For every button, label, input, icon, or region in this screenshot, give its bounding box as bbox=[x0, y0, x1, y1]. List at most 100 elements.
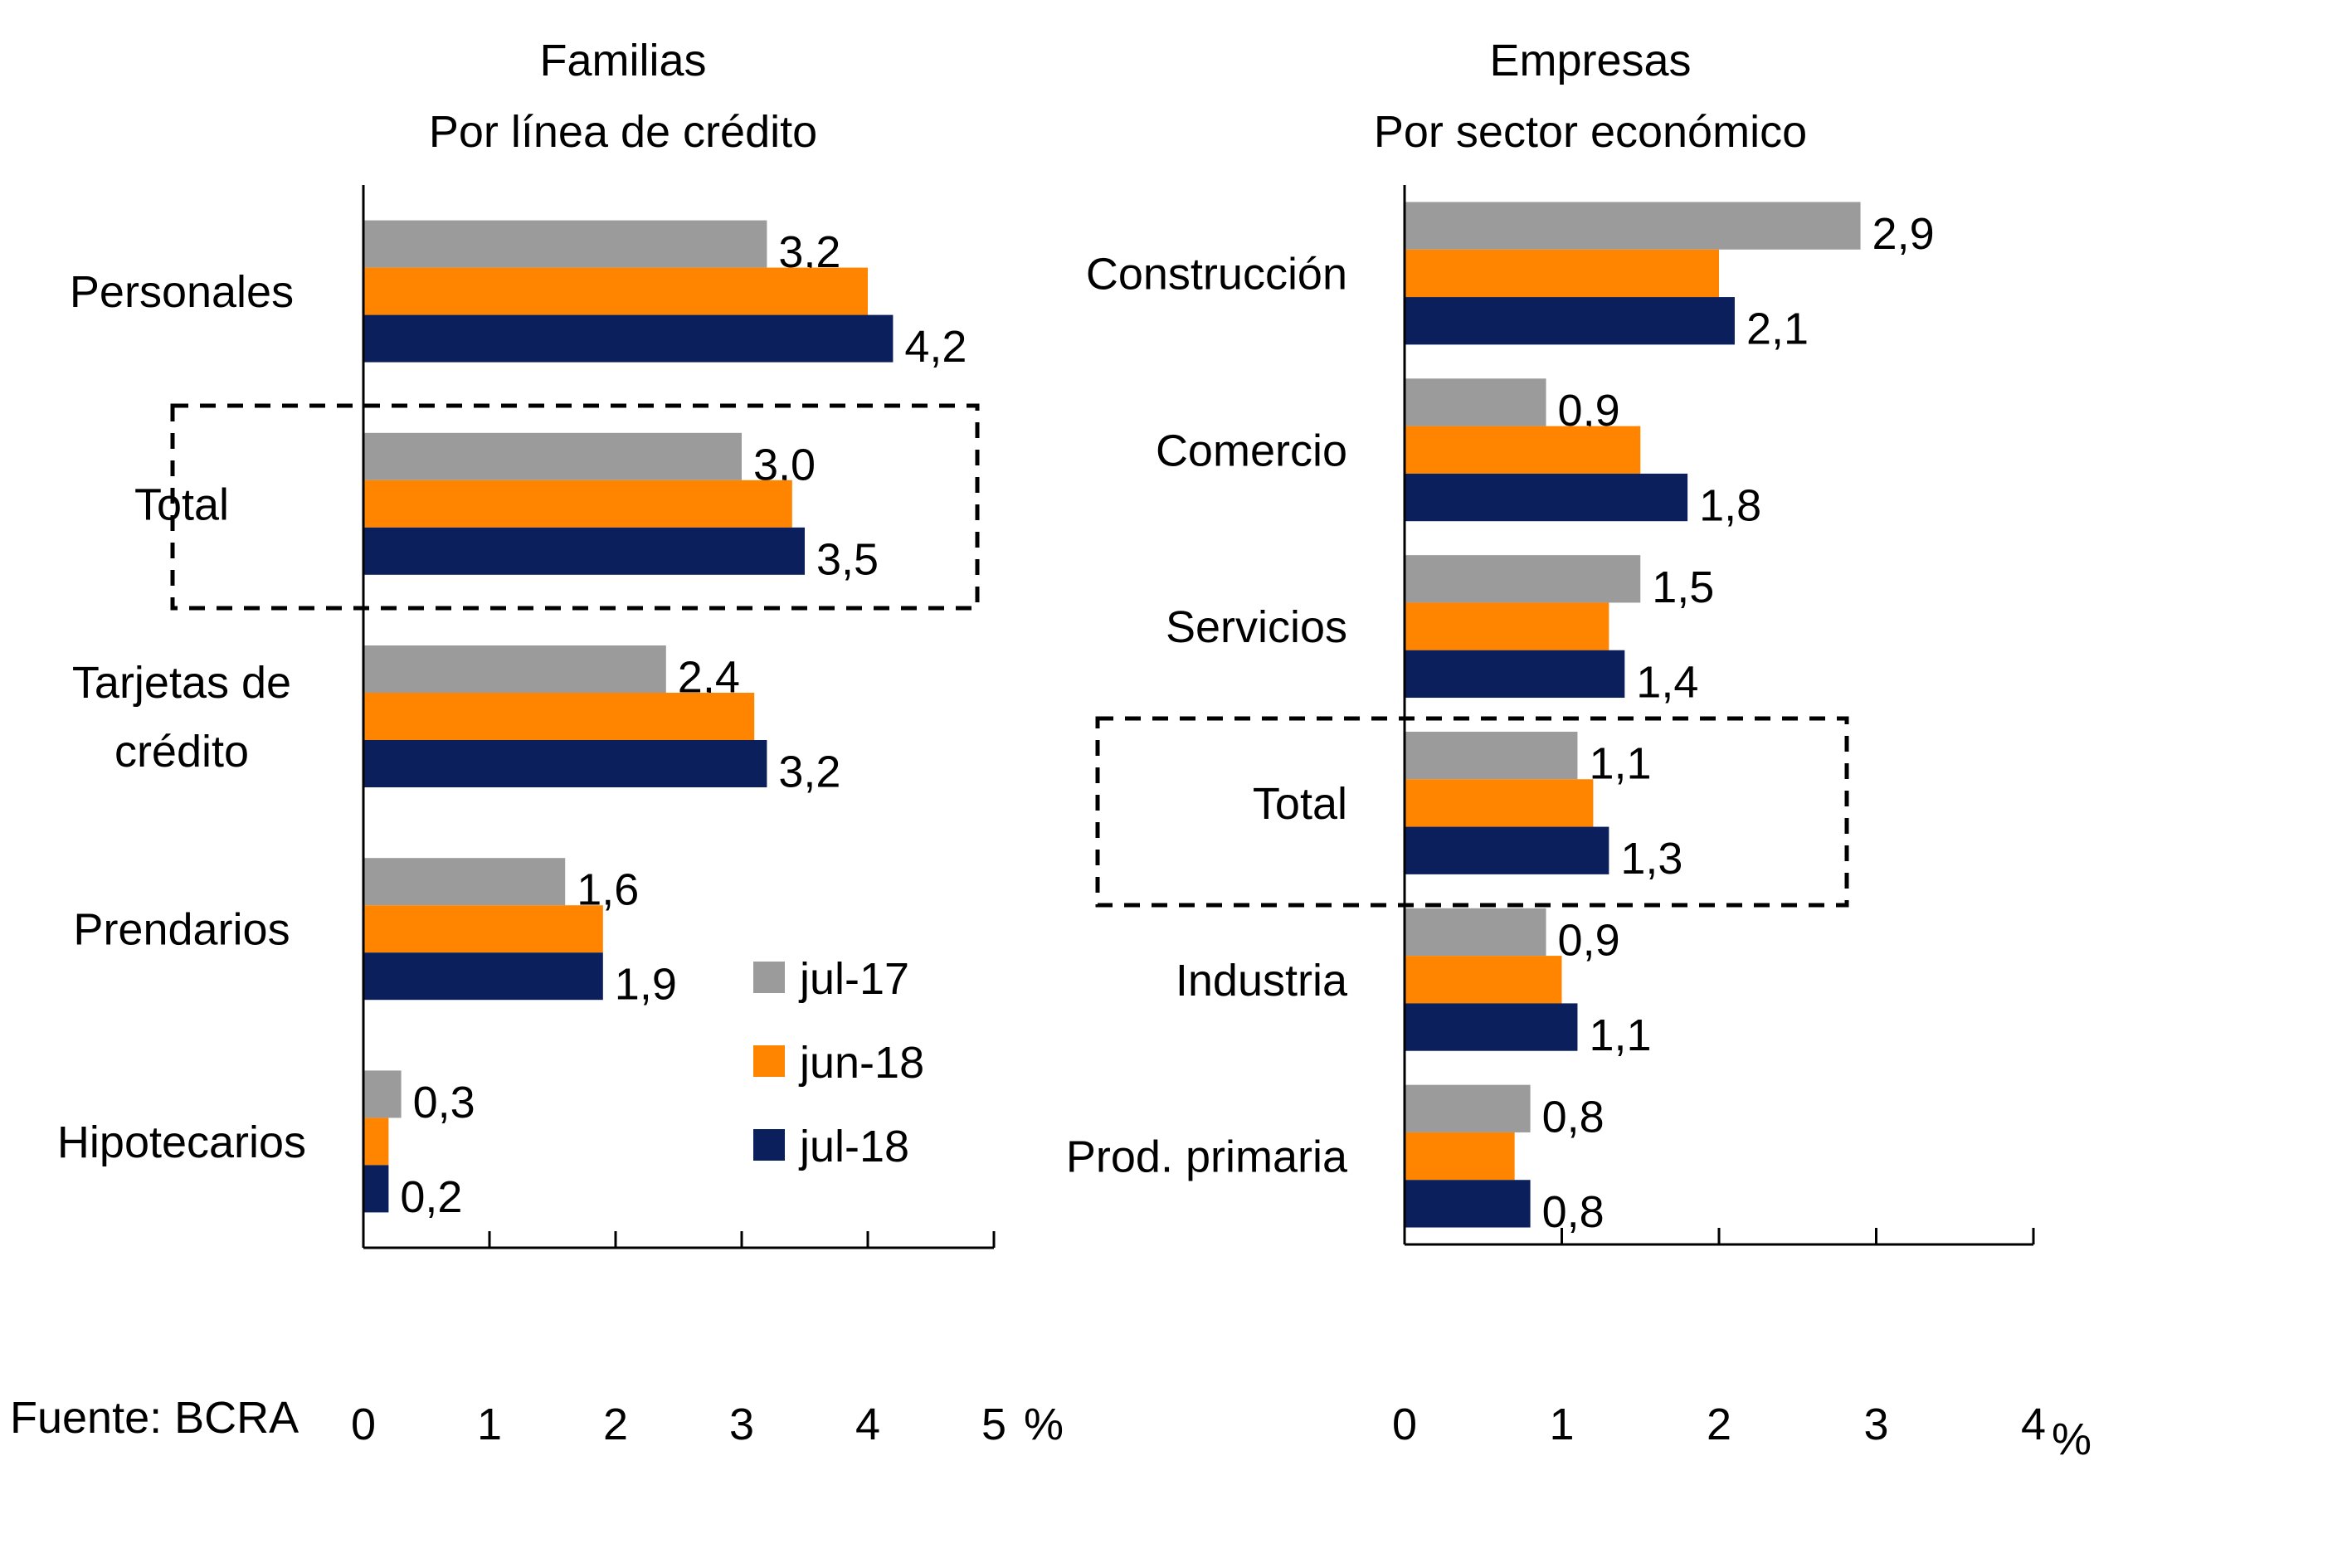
right-x-tick-label: 3 bbox=[1863, 1400, 1888, 1449]
legend-label-jun-18: jun-18 bbox=[798, 1038, 924, 1088]
category-label-line: Total bbox=[1253, 779, 1347, 829]
right-x-tick-label: 1 bbox=[1549, 1400, 1574, 1449]
left-bar-prendarios-jul-17 bbox=[363, 858, 566, 906]
right-value-label-prod-primaria-jul-18: 0,8 bbox=[1542, 1187, 1605, 1237]
category-label-line: Tarjetas de bbox=[72, 658, 291, 708]
legend-swatch-jul-17 bbox=[753, 962, 785, 993]
left-bar-personales-jun-18 bbox=[363, 267, 868, 315]
right-category-label-industria: Industria bbox=[1176, 956, 1348, 1006]
legend-swatch-jul-18 bbox=[753, 1129, 785, 1161]
right-bar-prod-primaria-jun-18 bbox=[1405, 1132, 1515, 1181]
left-value-label-prendarios-jul-18: 1,9 bbox=[615, 960, 677, 1010]
legend-label-jul-18: jul-18 bbox=[798, 1122, 909, 1171]
right-bar-construccion-jul-18 bbox=[1405, 297, 1735, 345]
legend: jul-17 jun-18 jul-18 bbox=[753, 954, 924, 1171]
right-bar-total-jul-18 bbox=[1405, 826, 1609, 874]
category-label-line: Prendarios bbox=[73, 905, 290, 955]
right-bar-total-jul-17 bbox=[1405, 731, 1578, 780]
left-bar-total-jun-18 bbox=[363, 480, 792, 528]
right-bar-comercio-jul-17 bbox=[1405, 378, 1546, 426]
right-x-unit-label: % bbox=[2052, 1415, 2091, 1464]
right-category-label-comercio: Comercio bbox=[1156, 426, 1347, 475]
right-value-label-construccion-jul-18: 2,1 bbox=[1746, 304, 1809, 354]
right-category-label-prod-primaria: Prod. primaria bbox=[1066, 1132, 1348, 1182]
right-bar-servicios-jun-18 bbox=[1405, 602, 1609, 650]
left-category-label-total: Total bbox=[134, 480, 229, 529]
category-label-line: Hipotecarios bbox=[57, 1118, 306, 1167]
right-chart-subtitle: Por sector económico bbox=[1374, 107, 1807, 157]
right-chart-title: Empresas bbox=[1489, 36, 1691, 85]
right-value-label-servicios-jul-17: 1,5 bbox=[1652, 562, 1714, 612]
source-note: Fuente: BCRA bbox=[10, 1393, 299, 1443]
category-label-line: Prod. primaria bbox=[1066, 1132, 1348, 1182]
left-bar-prendarios-jul-18 bbox=[363, 952, 603, 1001]
left-highlight-box bbox=[170, 403, 980, 611]
right-bar-industria-jun-18 bbox=[1405, 956, 1562, 1004]
left-category-label-prendarios: Prendarios bbox=[73, 905, 290, 955]
left-bar-hipotecarios-jul-17 bbox=[363, 1070, 402, 1118]
right-x-tick-label: 2 bbox=[1707, 1400, 1731, 1449]
legend-label-jul-17: jul-17 bbox=[798, 954, 909, 1004]
right-bar-servicios-jul-18 bbox=[1405, 650, 1625, 699]
left-bar-personales-jul-17 bbox=[363, 220, 767, 268]
right-x-tick-label: 4 bbox=[2021, 1400, 2046, 1449]
left-x-tick-label: 0 bbox=[351, 1400, 376, 1449]
right-value-label-total-jul-17: 1,1 bbox=[1589, 739, 1651, 789]
category-label-line: Personales bbox=[70, 267, 294, 317]
right-x-tick-label: 0 bbox=[1392, 1400, 1417, 1449]
left-bar-personales-jul-18 bbox=[363, 314, 894, 363]
category-label-line: Comercio bbox=[1156, 426, 1347, 475]
left-x-tick-label: 3 bbox=[729, 1400, 754, 1449]
right-value-label-industria-jul-17: 0,9 bbox=[1558, 915, 1620, 965]
right-bar-industria-jul-18 bbox=[1405, 1003, 1578, 1051]
left-x-tick-label: 4 bbox=[855, 1400, 880, 1449]
legend-swatch-jun-18 bbox=[753, 1045, 785, 1077]
right-bar-comercio-jul-18 bbox=[1405, 473, 1688, 522]
left-bar-tarjetas-de-credito-jun-18 bbox=[363, 693, 755, 740]
left-chart-title: Familias bbox=[539, 36, 706, 85]
right-value-label-construccion-jul-17: 2,9 bbox=[1872, 209, 1935, 259]
right-value-label-total-jul-18: 1,3 bbox=[1620, 834, 1682, 884]
right-bar-servicios-jul-17 bbox=[1405, 555, 1641, 603]
left-category-label-personales: Personales bbox=[70, 267, 294, 317]
right-bar-total-jun-18 bbox=[1405, 779, 1594, 827]
left-bar-hipotecarios-jul-18 bbox=[363, 1165, 389, 1213]
category-label-line: crédito bbox=[114, 727, 249, 777]
left-category-label-hipotecarios: Hipotecarios bbox=[57, 1118, 306, 1167]
right-bar-comercio-jun-18 bbox=[1405, 426, 1641, 474]
left-bar-total-jul-17 bbox=[363, 432, 742, 480]
right-bar-industria-jul-17 bbox=[1405, 908, 1546, 957]
category-label-line: Industria bbox=[1176, 956, 1348, 1006]
left-x-tick-label: 5 bbox=[981, 1400, 1006, 1449]
category-label-line: Servicios bbox=[1166, 602, 1347, 652]
left-x-tick-label: 1 bbox=[477, 1400, 502, 1449]
left-category-label-tarjetas-de-credito: Tarjetas de crédito bbox=[72, 658, 291, 777]
left-bar-prendarios-jun-18 bbox=[363, 905, 603, 953]
left-bar-tarjetas-de-credito-jul-17 bbox=[363, 645, 666, 693]
left-value-label-tarjetas-de-credito-jul-18: 3,2 bbox=[778, 747, 840, 797]
left-chart: Familias Por línea de crédito Personales… bbox=[57, 36, 1064, 1449]
category-label-line: Construcción bbox=[1086, 249, 1347, 299]
left-value-label-personales-jul-18: 4,2 bbox=[904, 322, 967, 372]
left-value-label-hipotecarios-jul-17: 0,3 bbox=[413, 1078, 475, 1127]
category-label-line: Total bbox=[134, 480, 229, 529]
right-bar-construccion-jul-17 bbox=[1405, 202, 1861, 250]
right-value-label-servicios-jul-18: 1,4 bbox=[1636, 657, 1698, 707]
right-plot-area: Construcción 2,9 2,1 Comercio 0,9 1,8 Servicio… bbox=[1066, 185, 2091, 1464]
left-value-label-hipotecarios-jul-18: 0,2 bbox=[400, 1172, 462, 1222]
right-value-label-comercio-jul-18: 1,8 bbox=[1699, 481, 1761, 531]
right-value-label-industria-jul-18: 1,1 bbox=[1589, 1010, 1651, 1060]
left-bar-total-jul-18 bbox=[363, 527, 805, 575]
right-bar-construccion-jun-18 bbox=[1405, 249, 1719, 298]
right-category-label-total: Total bbox=[1253, 779, 1347, 829]
right-value-label-prod-primaria-jul-17: 0,8 bbox=[1542, 1092, 1605, 1142]
left-bar-hipotecarios-jun-18 bbox=[363, 1118, 389, 1166]
right-chart: Empresas Por sector económico Construcci… bbox=[1066, 36, 2091, 1464]
left-chart-subtitle: Por línea de crédito bbox=[429, 107, 817, 157]
right-category-label-servicios: Servicios bbox=[1166, 602, 1347, 652]
right-bar-prod-primaria-jul-18 bbox=[1405, 1180, 1531, 1228]
right-bar-prod-primaria-jul-17 bbox=[1405, 1084, 1531, 1132]
